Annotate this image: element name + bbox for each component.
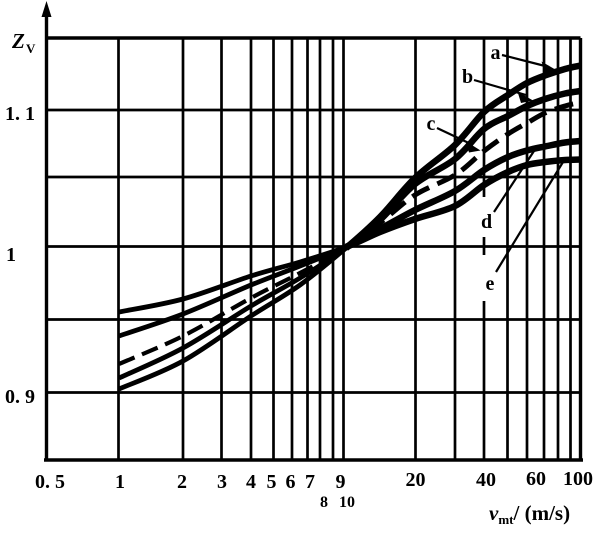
svg-text:1: 1 — [6, 244, 16, 266]
svg-text:0. 5: 0. 5 — [35, 471, 65, 493]
svg-text:40: 40 — [476, 469, 496, 491]
svg-text:7: 7 — [305, 471, 315, 493]
svg-text:4: 4 — [246, 471, 256, 493]
svg-text:d: d — [481, 211, 492, 233]
svg-text:10: 10 — [339, 494, 355, 511]
svg-text:2: 2 — [177, 471, 187, 493]
svg-text:60: 60 — [526, 468, 546, 490]
svg-text:20: 20 — [406, 469, 426, 491]
svg-text:1. 1: 1. 1 — [5, 103, 35, 125]
svg-text:3: 3 — [217, 471, 227, 493]
svg-text:b: b — [462, 66, 473, 88]
svg-text:c: c — [427, 113, 436, 135]
svg-text:0. 9: 0. 9 — [5, 386, 35, 408]
svg-text:1: 1 — [115, 471, 125, 493]
svg-text:e: e — [486, 273, 495, 295]
svg-text:V: V — [26, 41, 36, 56]
svg-text:6: 6 — [286, 471, 296, 493]
svg-text:8: 8 — [320, 494, 328, 511]
svg-text:vmt/ (m/s): vmt/ (m/s) — [489, 501, 570, 527]
svg-text:9: 9 — [336, 471, 346, 493]
svg-text:a: a — [491, 42, 501, 64]
svg-text:100: 100 — [563, 468, 593, 490]
svg-text:Z: Z — [11, 29, 25, 53]
svg-text:5: 5 — [267, 471, 277, 493]
